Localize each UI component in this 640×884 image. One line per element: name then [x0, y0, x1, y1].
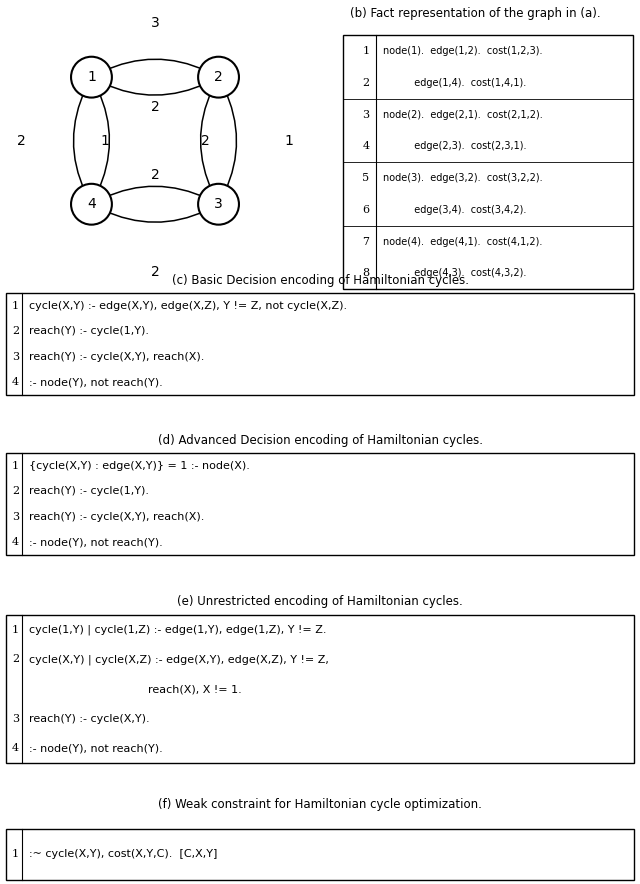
- Text: 1: 1: [362, 46, 369, 57]
- Text: 5: 5: [362, 173, 369, 183]
- Text: :~ cycle(X,Y), cost(X,Y,C).  [C,X,Y]: :~ cycle(X,Y), cost(X,Y,C). [C,X,Y]: [29, 850, 217, 859]
- Text: 3: 3: [12, 512, 19, 522]
- Bar: [6, 829, 634, 880]
- Text: 4: 4: [12, 743, 19, 753]
- Text: 1: 1: [12, 301, 19, 311]
- Bar: [6, 615, 634, 763]
- Bar: [6, 293, 634, 395]
- Text: 3: 3: [12, 713, 19, 723]
- Text: cycle(X,Y) | cycle(X,Z) :- edge(X,Y), edge(X,Z), Y != Z,: cycle(X,Y) | cycle(X,Z) :- edge(X,Y), ed…: [29, 654, 329, 665]
- Text: 2: 2: [150, 168, 159, 182]
- Text: 1: 1: [100, 133, 109, 148]
- Text: 1: 1: [284, 133, 293, 148]
- Circle shape: [71, 184, 112, 225]
- Text: 1: 1: [12, 625, 19, 635]
- Text: (c) Basic Decision encoding of Hamiltonian cycles.: (c) Basic Decision encoding of Hamiltoni…: [172, 274, 468, 287]
- Text: 1: 1: [87, 70, 96, 84]
- Text: edge(3,4).  cost(3,4,2).: edge(3,4). cost(3,4,2).: [383, 205, 526, 215]
- Text: 4: 4: [362, 141, 369, 151]
- Text: cycle(1,Y) | cycle(1,Z) :- edge(1,Y), edge(1,Z), Y != Z.: cycle(1,Y) | cycle(1,Z) :- edge(1,Y), ed…: [29, 625, 326, 636]
- Text: reach(Y) :- cycle(X,Y), reach(X).: reach(Y) :- cycle(X,Y), reach(X).: [29, 352, 204, 362]
- Text: :- node(Y), not reach(Y).: :- node(Y), not reach(Y).: [29, 743, 163, 753]
- Text: node(2).  edge(2,1).  cost(2,1,2).: node(2). edge(2,1). cost(2,1,2).: [383, 110, 542, 119]
- Text: cycle(X,Y) :- edge(X,Y), edge(X,Z), Y != Z, not cycle(X,Z).: cycle(X,Y) :- edge(X,Y), edge(X,Z), Y !=…: [29, 301, 347, 311]
- Text: 4: 4: [12, 537, 19, 547]
- Text: reach(Y) :- cycle(1,Y).: reach(Y) :- cycle(1,Y).: [29, 326, 149, 337]
- Text: 6: 6: [362, 205, 369, 215]
- Text: 2: 2: [150, 100, 159, 114]
- Text: (e) Unrestricted encoding of Hamiltonian cycles.: (e) Unrestricted encoding of Hamiltonian…: [177, 596, 463, 608]
- Text: edge(1,4).  cost(1,4,1).: edge(1,4). cost(1,4,1).: [383, 78, 526, 88]
- Circle shape: [198, 57, 239, 97]
- Text: 2: 2: [200, 133, 209, 148]
- Text: {cycle(X,Y) : edge(X,Y)} = 1 :- node(X).: {cycle(X,Y) : edge(X,Y)} = 1 :- node(X).: [29, 461, 250, 471]
- Text: 3: 3: [214, 197, 223, 211]
- Text: (d) Advanced Decision encoding of Hamiltonian cycles.: (d) Advanced Decision encoding of Hamilt…: [157, 434, 483, 447]
- Text: 2: 2: [214, 70, 223, 84]
- Text: 1: 1: [12, 850, 19, 859]
- Text: 7: 7: [362, 237, 369, 247]
- Bar: [6, 453, 634, 555]
- Text: 2: 2: [17, 133, 26, 148]
- Circle shape: [71, 57, 112, 97]
- Text: :- node(Y), not reach(Y).: :- node(Y), not reach(Y).: [29, 537, 163, 547]
- Text: node(4).  edge(4,1).  cost(4,1,2).: node(4). edge(4,1). cost(4,1,2).: [383, 237, 542, 247]
- Text: 3: 3: [12, 352, 19, 362]
- Text: 1: 1: [12, 461, 19, 471]
- Text: 2: 2: [12, 486, 19, 497]
- Text: node(3).  edge(3,2).  cost(3,2,2).: node(3). edge(3,2). cost(3,2,2).: [383, 173, 542, 183]
- Text: edge(4,3).  cost(4,3,2).: edge(4,3). cost(4,3,2).: [383, 268, 526, 278]
- Text: reach(Y) :- cycle(X,Y), reach(X).: reach(Y) :- cycle(X,Y), reach(X).: [29, 512, 204, 522]
- Text: 2: 2: [362, 78, 369, 88]
- Bar: [343, 35, 634, 289]
- Text: edge(2,3).  cost(2,3,1).: edge(2,3). cost(2,3,1).: [383, 141, 526, 151]
- Text: reach(Y) :- cycle(X,Y).: reach(Y) :- cycle(X,Y).: [29, 713, 149, 723]
- Text: reach(Y) :- cycle(1,Y).: reach(Y) :- cycle(1,Y).: [29, 486, 149, 497]
- Text: (b) Fact representation of the graph in (a).: (b) Fact representation of the graph in …: [349, 7, 600, 20]
- Text: node(1).  edge(1,2).  cost(1,2,3).: node(1). edge(1,2). cost(1,2,3).: [383, 46, 542, 57]
- Text: 2: 2: [150, 265, 159, 279]
- Text: :- node(Y), not reach(Y).: :- node(Y), not reach(Y).: [29, 377, 163, 387]
- Circle shape: [198, 184, 239, 225]
- Text: (f) Weak constraint for Hamiltonian cycle optimization.: (f) Weak constraint for Hamiltonian cycl…: [158, 797, 482, 811]
- Text: 4: 4: [87, 197, 96, 211]
- Text: 3: 3: [362, 110, 369, 119]
- Text: 4: 4: [12, 377, 19, 387]
- Text: 2: 2: [12, 654, 19, 665]
- Text: 8: 8: [362, 268, 369, 278]
- Text: 3: 3: [150, 16, 159, 30]
- Text: 2: 2: [12, 326, 19, 337]
- Text: reach(X), X != 1.: reach(X), X != 1.: [29, 684, 241, 694]
